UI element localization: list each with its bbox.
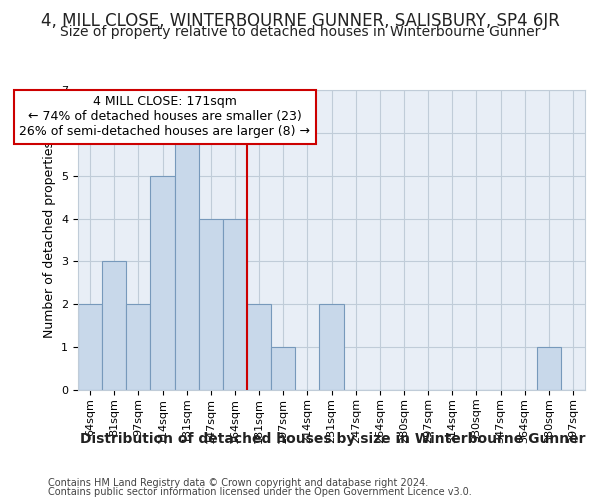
Text: Contains HM Land Registry data © Crown copyright and database right 2024.: Contains HM Land Registry data © Crown c… <box>48 478 428 488</box>
Text: Size of property relative to detached houses in Winterbourne Gunner: Size of property relative to detached ho… <box>60 25 540 39</box>
Text: Distribution of detached houses by size in Winterbourne Gunner: Distribution of detached houses by size … <box>80 432 586 446</box>
Bar <box>223 218 247 390</box>
Text: Contains public sector information licensed under the Open Government Licence v3: Contains public sector information licen… <box>48 487 472 497</box>
Bar <box>199 218 223 390</box>
Bar <box>102 262 126 390</box>
Bar <box>247 304 271 390</box>
Y-axis label: Number of detached properties: Number of detached properties <box>43 142 56 338</box>
Bar <box>151 176 175 390</box>
Bar <box>319 304 344 390</box>
Bar <box>175 133 199 390</box>
Bar <box>271 347 295 390</box>
Text: 4 MILL CLOSE: 171sqm
← 74% of detached houses are smaller (23)
26% of semi-detac: 4 MILL CLOSE: 171sqm ← 74% of detached h… <box>19 95 310 138</box>
Bar <box>537 347 561 390</box>
Text: 4, MILL CLOSE, WINTERBOURNE GUNNER, SALISBURY, SP4 6JR: 4, MILL CLOSE, WINTERBOURNE GUNNER, SALI… <box>41 12 559 30</box>
Bar <box>126 304 151 390</box>
Bar <box>78 304 102 390</box>
